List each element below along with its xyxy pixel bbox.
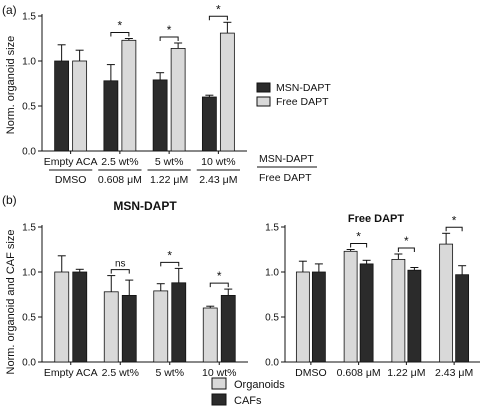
x-tick-label-secondary: 1.22 μM <box>150 174 188 186</box>
y-tick-label: 0.5 <box>22 313 36 324</box>
bar-organoids <box>54 271 70 363</box>
legend-a: MSN-DAPT Free DAPT <box>256 82 331 108</box>
y-tick-label: 1.5 <box>265 223 279 234</box>
bar-cafs <box>455 274 470 363</box>
bar-organoids <box>391 258 406 363</box>
y-tick-label: 0.0 <box>265 358 279 369</box>
x-tick-label: 1.22 μM <box>387 367 425 379</box>
x-tick-label-secondary: 0.608 μM <box>98 174 142 186</box>
plot-panel-b-free: 0.0 0.5 1.0 1.5 DMSO 0.608 μM 1.22 μM 2.43 μM * *… <box>265 213 480 379</box>
panel-b-label: (b) <box>2 193 17 207</box>
y-tick-label: 0.0 <box>22 147 36 158</box>
x-tick-label: Empty ACA <box>44 156 98 168</box>
bar-organoids <box>439 243 454 363</box>
bar-free-dapt <box>121 39 137 152</box>
bar-cafs <box>72 271 88 363</box>
panel-b-ylabel: Norm. organoid and CAF size <box>5 230 17 375</box>
bar-organoids <box>103 291 119 363</box>
bar-msn-dapt <box>103 80 119 152</box>
legend-b-swatch-cafs <box>211 393 227 406</box>
x-tick-label: 5 wt% <box>155 156 184 168</box>
significance-label: * <box>217 269 222 283</box>
significance-label: * <box>167 23 172 37</box>
panel-b-title-free: Free DAPT <box>348 213 405 225</box>
bar-cafs <box>121 294 137 363</box>
y-tick-label: 0.5 <box>265 313 279 324</box>
legend-b-label-cafs: CAFs <box>234 395 262 407</box>
y-tick-label: 1.5 <box>22 223 36 234</box>
significance-bracket <box>110 269 130 274</box>
significance-label: * <box>118 19 123 33</box>
x-tick-label: 5 wt% <box>155 367 184 379</box>
row-labels-a: MSN-DAPT Free DAPT <box>257 153 317 184</box>
significance-bracket <box>208 15 228 21</box>
bar-organoids <box>295 271 310 363</box>
panel-a-label: (a) <box>2 3 17 17</box>
bar-organoids <box>343 250 358 363</box>
x-tick-label: DMSO <box>295 367 327 379</box>
x-tick-label-secondary: 2.43 μM <box>199 174 237 186</box>
y-tick-label: 1.0 <box>265 268 279 279</box>
bar-free-dapt <box>219 32 235 152</box>
significance-bracket <box>397 247 415 252</box>
significance-label: * <box>216 2 221 16</box>
legend-a-label-free: Free DAPT <box>276 96 329 108</box>
bar-organoids <box>153 290 169 363</box>
y-tick-label: 1.5 <box>22 12 36 23</box>
bar-cafs <box>171 282 187 363</box>
significance-bracket <box>159 36 179 41</box>
bar-cafs <box>407 269 422 363</box>
x-tick-label: Empty ACA <box>44 367 98 379</box>
y-tick-label: 0.0 <box>22 358 36 369</box>
significance-bracket <box>160 261 180 267</box>
significance-bracket <box>350 243 368 248</box>
legend-a-swatch-free <box>256 96 271 107</box>
significance-bracket <box>445 226 463 232</box>
x-tick-label: 2.43 μM <box>435 367 473 379</box>
plot-panel-b-msn: 0.0 0.5 1.0 1.5 Empty ACA 2.5 wt% 5 wt% 10 wt% n… <box>22 223 248 379</box>
panel-a-ylabel: Norm. organoid size <box>5 36 17 134</box>
x-tick-label: 2.5 wt% <box>102 367 139 379</box>
row-label-free: Free DAPT <box>259 172 312 184</box>
significance-label: ns <box>115 259 126 270</box>
y-tick-label: 0.5 <box>22 102 36 113</box>
legend-b-swatch-organoids <box>211 377 227 390</box>
significance-label: * <box>404 234 409 248</box>
bar-msn-dapt <box>54 60 70 152</box>
legend-a-label-msn: MSN-DAPT <box>276 82 331 94</box>
bar-cafs <box>311 271 326 363</box>
bar-msn-dapt <box>201 96 217 152</box>
significance-label: * <box>356 230 361 244</box>
significance-bracket <box>209 282 229 288</box>
significance-label: * <box>452 213 457 227</box>
legend-b-label-organoids: Organoids <box>234 379 285 391</box>
x-tick-label: 10 wt% <box>201 156 235 168</box>
legend-b: Organoids CAFs <box>211 377 285 407</box>
significance-label: * <box>167 248 172 262</box>
x-tick-label-secondary: DMSO <box>55 174 87 186</box>
y-tick-label: 1.0 <box>22 57 36 68</box>
y-tick-label: 1.0 <box>22 268 36 279</box>
bar-free-dapt <box>170 48 186 152</box>
significance-bracket <box>110 32 130 37</box>
x-tick-label: 2.5 wt% <box>101 156 138 168</box>
bar-cafs <box>220 294 236 363</box>
row-label-msn: MSN-DAPT <box>259 153 314 165</box>
x-tick-label: 0.608 μM <box>337 367 381 379</box>
bar-cafs <box>359 263 374 363</box>
bar-msn-dapt <box>152 79 168 152</box>
plot-panel-a: 0.0 0.5 1.0 1.5 Empty ACA 2.5 wt% 5 wt% 10 wt% D… <box>22 2 247 186</box>
x-tick-label: 10 wt% <box>202 367 236 379</box>
bar-free-dapt <box>72 60 88 152</box>
legend-a-swatch-msn <box>256 82 271 93</box>
bar-organoids <box>202 307 218 363</box>
panel-b-title-msn: MSN-DAPT <box>113 199 177 213</box>
